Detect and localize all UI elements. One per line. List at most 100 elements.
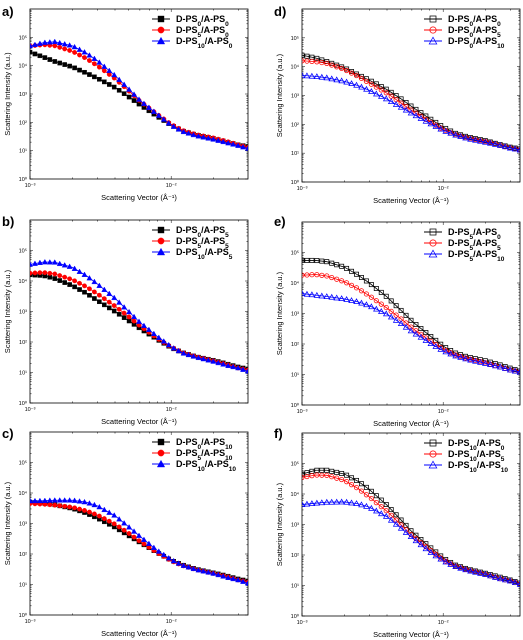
data-point — [62, 503, 68, 509]
data-point — [344, 479, 350, 485]
data-point — [304, 257, 310, 263]
y-tick-label: 10⁰ — [291, 402, 300, 409]
data-point — [96, 292, 102, 298]
data-point — [36, 497, 43, 504]
data-point — [333, 498, 340, 505]
data-point — [313, 499, 321, 506]
data-point — [170, 557, 177, 564]
y-tick-label: 10⁴ — [291, 280, 300, 287]
data-point — [111, 521, 117, 527]
data-point — [101, 63, 108, 69]
data-point — [180, 128, 187, 135]
data-point — [190, 131, 197, 138]
data-point — [62, 274, 68, 280]
series-3 — [30, 38, 248, 151]
data-point — [308, 72, 316, 79]
data-point — [314, 472, 320, 478]
data-point — [338, 498, 345, 505]
data-point — [57, 273, 63, 278]
data-point — [447, 560, 454, 567]
data-point — [477, 358, 484, 365]
y-tick-label: 10⁵ — [291, 461, 299, 468]
data-point — [392, 520, 400, 527]
data-point — [97, 299, 102, 305]
x-axis-title: Scattering Vector (Å⁻¹) — [373, 419, 449, 428]
data-point — [452, 563, 459, 570]
data-point — [180, 350, 187, 356]
legend-marker — [157, 226, 165, 234]
data-point — [111, 512, 118, 518]
data-point — [136, 318, 142, 324]
data-point — [72, 278, 77, 284]
data-point — [160, 338, 167, 344]
series-layer — [302, 52, 520, 153]
data-point — [131, 98, 137, 103]
data-point — [116, 88, 122, 93]
data-point — [185, 564, 192, 570]
x-tick-label: 10⁻³ — [25, 619, 36, 625]
legend-marker — [157, 26, 165, 34]
panel-letter: d) — [274, 4, 286, 19]
x-tick-label: 10⁻³ — [297, 409, 308, 415]
data-point — [378, 84, 384, 90]
data-point — [302, 501, 306, 508]
data-point — [491, 362, 499, 369]
data-point — [482, 138, 489, 145]
data-point — [408, 103, 414, 109]
x-tick-label: 10⁻² — [166, 183, 177, 189]
data-point — [116, 306, 122, 312]
data-point — [101, 286, 108, 292]
y-tick-label: 10⁰ — [291, 613, 300, 620]
legend-label: D-PS0/A-PS5 — [176, 225, 229, 239]
data-point — [328, 75, 335, 82]
data-point — [387, 313, 395, 320]
data-point — [348, 80, 355, 87]
data-point — [67, 63, 72, 69]
data-point — [30, 497, 33, 504]
data-point — [160, 551, 167, 558]
data-point — [61, 497, 68, 503]
data-point — [403, 103, 409, 110]
data-point — [82, 289, 87, 295]
x-tick-label: 10⁻³ — [25, 407, 36, 413]
data-point — [368, 496, 374, 502]
data-point — [373, 298, 379, 304]
data-point — [437, 125, 444, 132]
data-point — [383, 502, 389, 507]
data-point — [155, 112, 162, 118]
panel-b: b) 10⁰ 10¹ 10² 10³ 10⁴ 10⁵ 10⁻³ 10⁻² Scattering V… — [2, 214, 249, 426]
data-point — [403, 312, 409, 318]
data-point — [417, 333, 425, 340]
data-point — [230, 141, 237, 147]
series-2 — [302, 472, 520, 587]
data-point — [235, 576, 242, 583]
y-tick-label: 10⁴ — [19, 63, 28, 70]
x-tick-label: 10⁻² — [438, 409, 449, 415]
data-point — [382, 512, 390, 519]
data-point — [220, 138, 227, 145]
y-tick-label: 10⁰ — [291, 179, 300, 186]
data-point — [175, 347, 182, 354]
data-point — [462, 355, 469, 362]
data-point — [225, 362, 232, 368]
data-point — [423, 330, 429, 336]
data-point — [329, 260, 335, 266]
data-point — [457, 133, 464, 139]
data-point — [491, 573, 499, 580]
data-point — [392, 100, 400, 107]
data-point — [363, 278, 369, 284]
data-point — [447, 129, 454, 136]
data-point — [427, 120, 435, 127]
data-point — [412, 330, 420, 337]
data-point — [302, 474, 305, 480]
data-point — [353, 285, 360, 291]
data-point — [121, 81, 128, 87]
data-point — [126, 314, 132, 320]
data-point — [111, 303, 117, 308]
data-point — [116, 524, 122, 530]
panel-c: c) 10⁰ 10¹ 10² 10³ 10⁴ 10⁵ 10⁻³ 10⁻² Scattering V… — [2, 426, 249, 638]
data-point — [225, 139, 232, 146]
data-point — [354, 71, 359, 77]
data-point — [506, 577, 514, 584]
data-point — [126, 94, 132, 100]
